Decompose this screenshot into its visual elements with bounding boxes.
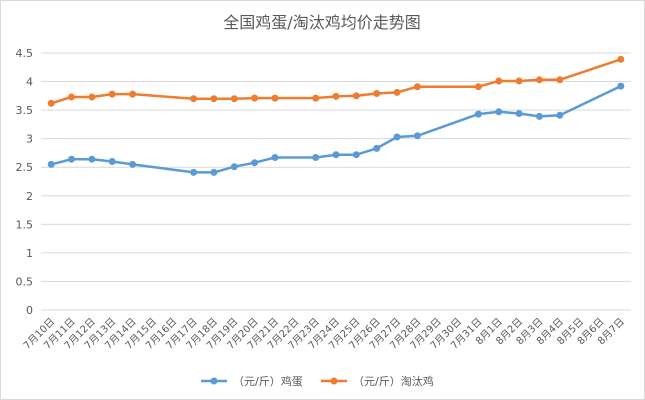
data-point (515, 77, 523, 85)
x-axis-ticks: 7月10日7月11日7月12日7月13日7月14日7月15日7月16日7月17日… (21, 316, 627, 352)
data-point (352, 92, 360, 100)
y-tick-label: 1 (26, 247, 33, 260)
y-tick-label: 1.5 (16, 218, 34, 231)
data-point (312, 94, 320, 102)
data-point (413, 83, 421, 91)
y-tick-label: 4.5 (16, 47, 34, 60)
data-point (47, 160, 55, 168)
chart-title: 全国鸡蛋/淘汰鸡均价走势图 (223, 13, 420, 32)
series-lines (47, 55, 625, 176)
data-point (332, 151, 340, 159)
data-point (373, 90, 381, 97)
y-tick-label: 3.5 (16, 104, 34, 117)
legend-label: （元/斤）淘汰鸡 (353, 374, 434, 388)
data-point (129, 160, 137, 168)
data-point (230, 163, 238, 171)
y-axis-ticks: 0 0.5 1 1.5 2 2.5 3 3.5 4 4.5 (16, 47, 34, 317)
data-point (251, 159, 259, 167)
data-point (190, 95, 198, 103)
data-point (617, 55, 625, 63)
y-tick-label: 2 (26, 190, 33, 203)
data-point (271, 94, 279, 102)
data-point (312, 154, 320, 161)
legend-swatch-marker (330, 377, 338, 385)
data-point (88, 155, 96, 163)
data-point (373, 144, 381, 152)
data-point (393, 133, 401, 141)
data-point (352, 151, 360, 159)
data-point (68, 93, 75, 101)
data-point (474, 110, 482, 118)
data-point (108, 158, 116, 165)
data-point (535, 112, 543, 120)
legend-label: （元/斤）鸡蛋 (233, 374, 303, 388)
data-point (556, 111, 564, 119)
gridlines (41, 52, 631, 311)
y-tick-label: 3 (26, 133, 33, 146)
data-point (393, 88, 401, 96)
data-point (108, 90, 116, 98)
data-point (535, 76, 543, 84)
data-point (47, 99, 55, 107)
data-point (617, 82, 625, 90)
data-point (271, 154, 279, 161)
data-point (129, 90, 137, 98)
series-line (50, 84, 622, 174)
data-point (88, 93, 96, 101)
y-tick-label: 4 (26, 76, 33, 89)
data-point (556, 76, 564, 84)
data-point (230, 95, 238, 103)
data-point (413, 132, 421, 140)
y-tick-label: 0.5 (16, 275, 34, 288)
data-point (515, 110, 523, 117)
data-point (495, 108, 503, 116)
y-tick-label: 0 (26, 304, 33, 317)
data-point (251, 94, 259, 102)
data-point (474, 83, 482, 91)
legend: （元/斤）鸡蛋 （元/斤）淘汰鸡 (201, 374, 434, 388)
data-point (495, 77, 503, 85)
legend-swatch-marker (210, 377, 218, 385)
y-tick-label: 2.5 (16, 161, 34, 174)
data-point (210, 95, 218, 103)
data-point (210, 168, 218, 176)
data-point (68, 155, 75, 163)
data-point (332, 92, 340, 100)
data-point (190, 168, 198, 176)
series-line (50, 58, 622, 105)
